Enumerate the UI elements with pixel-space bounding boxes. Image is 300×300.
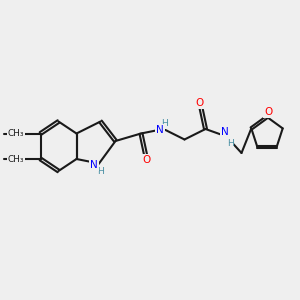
Text: H: H (227, 139, 233, 148)
Text: N: N (90, 160, 98, 170)
Text: H: H (161, 119, 167, 128)
Text: O: O (12, 128, 20, 139)
Text: H: H (97, 167, 104, 176)
Text: O: O (12, 154, 20, 164)
Text: CH₃: CH₃ (8, 154, 24, 164)
Text: O: O (195, 98, 204, 108)
Text: CH₃: CH₃ (8, 129, 24, 138)
Text: O: O (264, 106, 273, 117)
Text: N: N (156, 125, 164, 135)
Text: O: O (143, 155, 151, 165)
Text: N: N (221, 127, 229, 137)
